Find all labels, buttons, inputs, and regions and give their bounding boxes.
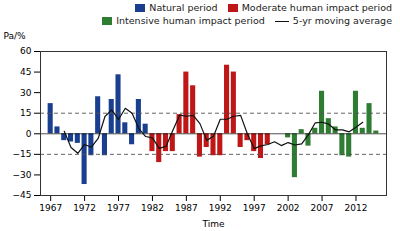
html-text:Moderate human impact period: Moderate human impact period bbox=[241, 2, 392, 13]
svg-text:1987: 1987 bbox=[175, 203, 198, 213]
svg-text:2012: 2012 bbox=[345, 203, 368, 213]
html-text:Intensive human impact period: Intensive human impact period bbox=[116, 15, 265, 26]
svg-text:1992: 1992 bbox=[209, 203, 232, 213]
svg-text:−30: −30 bbox=[13, 170, 32, 180]
svg-text:15: 15 bbox=[20, 108, 31, 118]
svg-text:1977: 1977 bbox=[107, 203, 130, 213]
svg-text:1967: 1967 bbox=[39, 203, 62, 213]
svg-text:30: 30 bbox=[20, 88, 32, 98]
svg-text:2002: 2002 bbox=[277, 203, 300, 213]
svg-text:−45: −45 bbox=[13, 190, 32, 200]
svg-text:Time: Time bbox=[201, 219, 224, 229]
svg-text:1972: 1972 bbox=[73, 203, 96, 213]
svg-text:45: 45 bbox=[20, 67, 31, 77]
svg-text:60: 60 bbox=[20, 46, 32, 56]
svg-text:2007: 2007 bbox=[311, 203, 334, 213]
html-text:5-yr moving average: 5-yr moving average bbox=[292, 15, 392, 26]
svg-text:−15: −15 bbox=[13, 149, 32, 159]
svg-text:1997: 1997 bbox=[243, 203, 266, 213]
svg-text:0: 0 bbox=[26, 129, 32, 139]
html-text:Natural period: Natural period bbox=[149, 2, 218, 13]
svg-text:Pa/%: Pa/% bbox=[4, 31, 27, 41]
svg-text:1982: 1982 bbox=[141, 203, 164, 213]
